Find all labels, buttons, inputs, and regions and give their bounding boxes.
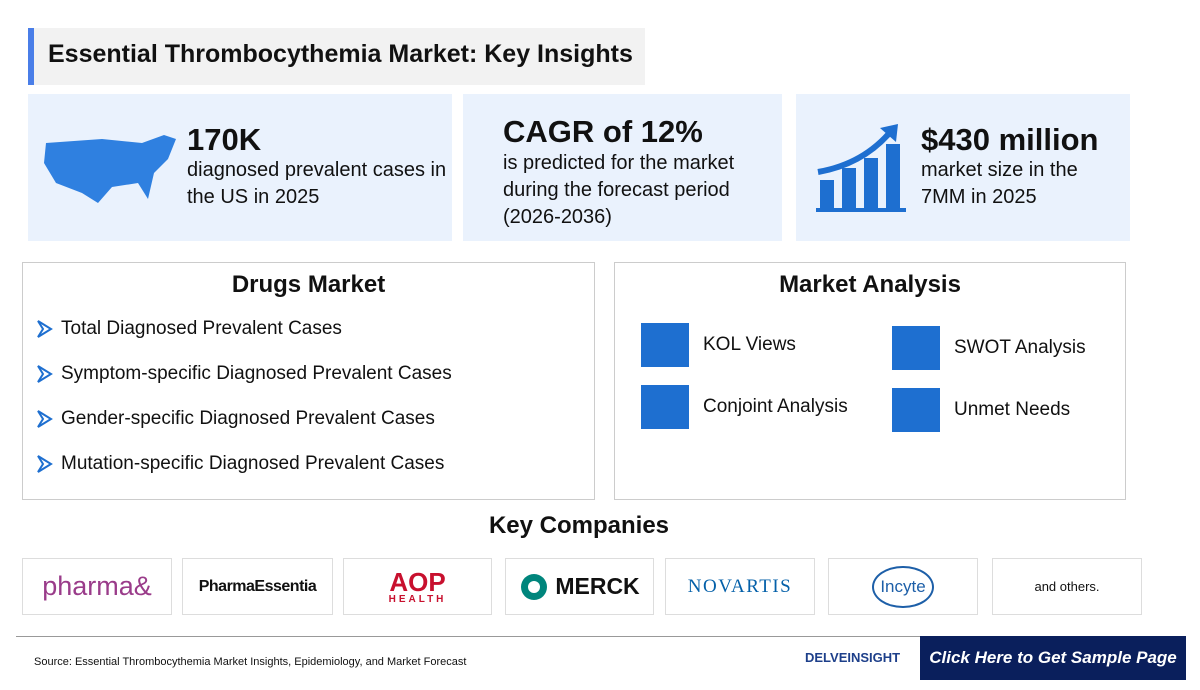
- drugs-market-panel: Drugs Market Total Diagnosed Prevalent C…: [22, 262, 595, 500]
- chevron-icon: [37, 410, 53, 428]
- chevron-icon: [37, 320, 53, 338]
- item-text: Total Diagnosed Prevalent Cases: [61, 318, 342, 339]
- company-logo: and others.: [992, 558, 1142, 615]
- analysis-item: KOL Views: [641, 323, 796, 367]
- item-text: KOL Views: [703, 334, 796, 355]
- logo-icon: [521, 573, 548, 600]
- company-logo: Incyte: [828, 558, 978, 615]
- item-text: Mutation-specific Diagnosed Prevalent Ca…: [61, 453, 445, 474]
- us-map-icon: [44, 135, 176, 203]
- panel-title: Drugs Market: [231, 271, 386, 298]
- section-title: Key Companies: [488, 512, 670, 539]
- company-logo: MERCK: [505, 558, 654, 615]
- logo-text: MERCK: [555, 573, 640, 599]
- page-title: Essential Thrombocythemia Market: Key In…: [28, 28, 645, 85]
- item-text: Gender-specific Diagnosed Prevalent Case…: [61, 408, 435, 429]
- stat-card: 170K diagnosed prevalent cases in the US…: [28, 94, 452, 241]
- brand: DELVEINSIGHT: [805, 650, 901, 665]
- analysis-icon: [892, 388, 940, 432]
- stat-text: is predicted for the market during the f…: [503, 152, 735, 228]
- growth-icon: [816, 124, 906, 212]
- list-item: Total Diagnosed Prevalent Cases: [35, 318, 342, 340]
- panel-title: Market Analysis: [779, 271, 961, 298]
- market-analysis-panel: Market Analysis KOL Views SWOT Analysis Co…: [614, 262, 1126, 500]
- stat-text: diagnosed prevalent cases in the US in 2…: [187, 159, 447, 208]
- item-text: Symptom-specific Diagnosed Prevalent Cas…: [61, 363, 452, 384]
- stat-card: $430 million market size in the 7MM in 2…: [796, 94, 1130, 241]
- chevron-icon: [37, 365, 53, 383]
- analysis-item: SWOT Analysis: [892, 326, 1086, 370]
- company-logo: NOVARTIS: [665, 558, 815, 615]
- item-text: Conjoint Analysis: [703, 396, 848, 417]
- sample-button[interactable]: Click Here to Get Sample Page: [920, 636, 1186, 680]
- analysis-icon: [892, 326, 940, 370]
- source-note: Source: Essential Thrombocythemia Market…: [34, 656, 467, 668]
- company-logo: PharmaEssentia: [182, 558, 333, 615]
- company-logo: AOP HEALTH: [343, 558, 492, 615]
- stat-value: $430 million: [921, 122, 1099, 157]
- stat-text: market size in the 7MM in 2025: [921, 159, 1078, 208]
- list-item: Mutation-specific Diagnosed Prevalent Ca…: [35, 453, 444, 475]
- item-text: SWOT Analysis: [954, 337, 1086, 358]
- stat-value: CAGR of 12%: [503, 114, 703, 149]
- analysis-item: Conjoint Analysis: [641, 385, 848, 429]
- logo-text: Incyte: [872, 565, 934, 608]
- list-item: Gender-specific Diagnosed Prevalent Case…: [35, 408, 435, 430]
- item-text: Unmet Needs: [954, 399, 1071, 420]
- stat-card: CAGR of 12% is predicted for the market …: [463, 94, 782, 241]
- divider: [16, 636, 1186, 637]
- company-logo: pharma&: [22, 558, 172, 615]
- logo-text: AOP: [389, 566, 446, 597]
- list-item: Symptom-specific Diagnosed Prevalent Cas…: [35, 363, 452, 385]
- stat-value: 170K: [187, 122, 262, 157]
- chevron-icon: [37, 455, 53, 473]
- analysis-item: Unmet Needs: [892, 388, 1070, 432]
- analysis-icon: [641, 385, 689, 429]
- analysis-icon: [641, 323, 689, 367]
- logo-text: HEALTH: [388, 593, 447, 605]
